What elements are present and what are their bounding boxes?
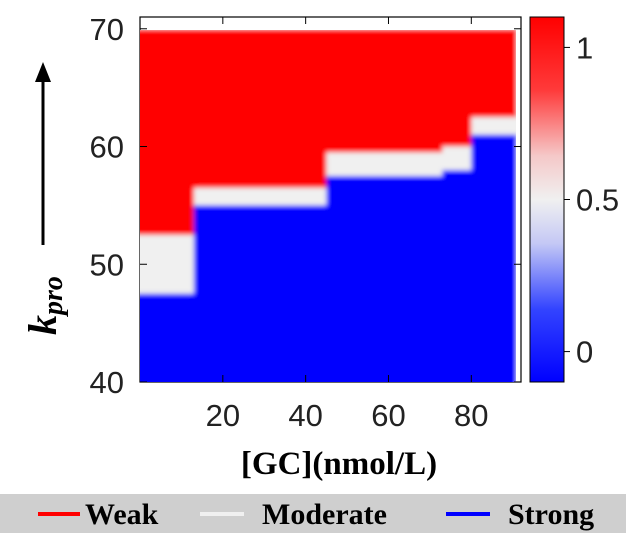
y-tick-label: 60	[90, 130, 124, 165]
x-tick-label: 20	[206, 398, 240, 433]
y-axis: 40 50 60 70	[90, 12, 521, 400]
y-axis-title-group: kpro	[20, 62, 69, 335]
colorbar-tick-label: 1	[576, 30, 593, 65]
x-axis-title: [GC](nmol/L)	[241, 446, 437, 482]
y-axis-title-base: k	[20, 315, 65, 335]
x-axis: 20 40 60 80	[206, 17, 489, 433]
y-axis-title-sub: pro	[38, 276, 69, 317]
legend-label-weak: Weak	[85, 498, 159, 531]
colorbar-tick-label: 0.5	[576, 183, 619, 218]
strong-region	[140, 134, 516, 382]
x-tick-label: 80	[454, 398, 488, 433]
weak-region	[140, 30, 516, 235]
y-tick-label: 50	[90, 247, 124, 282]
colorbar-ticks: 00.51	[564, 30, 619, 370]
x-tick-label: 40	[288, 398, 322, 433]
colorbar-tick-label: 0	[576, 335, 593, 370]
legend-background	[0, 494, 626, 533]
x-tick-label: 60	[371, 398, 405, 433]
y-tick-label: 70	[90, 12, 124, 47]
legend-label-strong: Strong	[508, 498, 594, 531]
colorbar	[529, 16, 565, 383]
up-arrow-icon	[35, 62, 51, 82]
legend: Weak Moderate Strong	[0, 494, 626, 533]
y-axis-title: kpro	[20, 276, 69, 335]
heatmap-cells	[140, 30, 516, 382]
y-tick-label: 40	[90, 365, 124, 400]
legend-label-moderate: Moderate	[262, 498, 387, 531]
